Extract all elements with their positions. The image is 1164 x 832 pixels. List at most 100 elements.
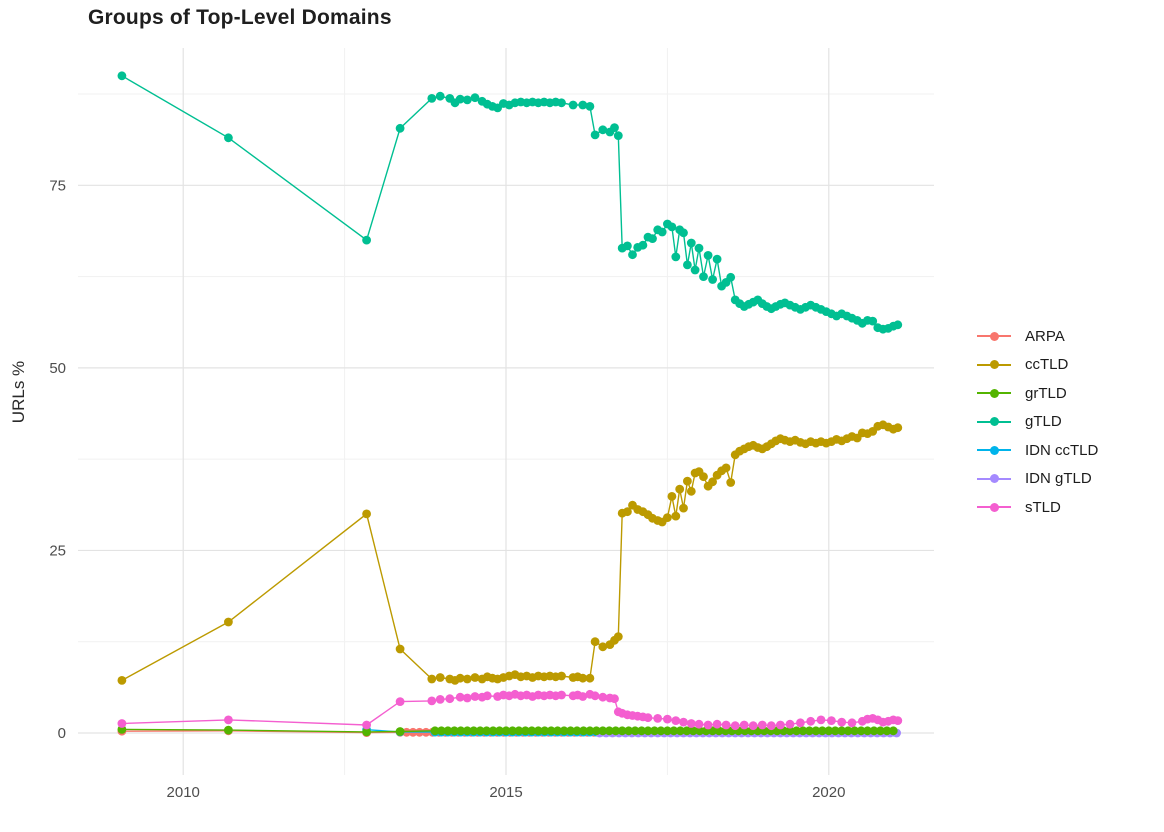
data-point-cctld (470, 673, 480, 682)
legend-item-idn-cctld: IDN ccTLD (977, 436, 1098, 465)
data-point-gtld (613, 131, 623, 141)
data-point-gtld (694, 243, 704, 253)
data-point-grtld (682, 726, 692, 736)
data-point-stld (557, 690, 566, 700)
data-point-grtld (792, 726, 801, 736)
data-point-cctld (683, 476, 692, 486)
data-point-grtld (856, 726, 866, 736)
data-point-stld (482, 691, 492, 701)
data-point-stld (721, 720, 731, 730)
data-point-cctld (623, 507, 632, 517)
legend-key-icon (977, 416, 1011, 428)
data-point-grtld (540, 726, 550, 736)
data-point-grtld (482, 726, 491, 736)
data-point-grtld (811, 726, 821, 736)
data-point-stld (757, 720, 767, 730)
data-point-cctld (699, 472, 708, 482)
data-point-stld (578, 692, 588, 701)
data-point-stld (445, 694, 455, 704)
data-point-stld (806, 716, 816, 726)
data-point-grtld (843, 726, 853, 736)
data-point-cctld (427, 674, 437, 684)
y-tick-label: 75 (49, 177, 66, 194)
data-point-stld (816, 715, 826, 725)
data-point-stld (653, 714, 663, 723)
data-point-cctld (462, 674, 472, 684)
data-point-gtld (557, 98, 566, 108)
data-point-grtld (469, 726, 479, 736)
data-point-grtld (611, 726, 621, 736)
data-point-stld (837, 717, 847, 727)
legend: ARPA ccTLD grTLD gTLD IDN ccTLD IDN gTLD sTLD (977, 322, 1098, 522)
data-point-grtld (533, 726, 543, 736)
data-point-grtld (876, 726, 885, 736)
data-point-stld (427, 696, 437, 706)
data-point-gtld (708, 275, 717, 284)
data-point-grtld (688, 726, 698, 736)
data-point-cctld (893, 423, 903, 433)
data-point-gtld (117, 71, 127, 81)
data-point-grtld (521, 726, 530, 736)
data-point-gtld (455, 94, 465, 104)
y-axis-title: URLs % (9, 360, 28, 424)
data-point-grtld (395, 727, 405, 736)
data-point-stld (748, 721, 758, 731)
data-point-grtld (430, 726, 440, 736)
data-point-stld (395, 697, 405, 706)
data-point-cctld (585, 673, 595, 683)
data-point-cctld (686, 486, 696, 496)
data-point-gtld (623, 241, 632, 251)
x-tick-label: 2015 (489, 784, 522, 801)
data-point-grtld (604, 726, 614, 736)
data-point-grtld (456, 726, 466, 736)
data-point-gtld (868, 316, 878, 326)
data-point-stld (847, 718, 857, 728)
y-tick-label: 25 (49, 542, 66, 559)
data-point-grtld (475, 726, 485, 736)
legend-key-icon (977, 359, 1011, 371)
data-point-gtld (699, 272, 708, 281)
data-point-stld (796, 718, 805, 728)
legend-item-cctld: ccTLD (977, 351, 1098, 380)
data-point-gtld (628, 250, 637, 260)
series-line-gtld (121, 75, 899, 330)
data-point-grtld (501, 726, 511, 736)
data-point-grtld (624, 726, 634, 736)
data-point-stld (671, 716, 681, 725)
data-point-grtld (669, 726, 679, 736)
data-point-gtld (395, 123, 405, 133)
data-point-grtld (714, 726, 724, 736)
legend-item-stld: sTLD (977, 493, 1098, 522)
data-point-gtld (224, 133, 233, 143)
data-point-gtld (648, 234, 657, 244)
legend-label: IDN gTLD (1025, 470, 1092, 488)
data-point-gtld (703, 251, 713, 260)
data-point-grtld (888, 726, 898, 736)
data-point-stld (827, 716, 836, 725)
data-point-cctld (675, 484, 685, 494)
data-point-grtld (675, 726, 685, 736)
data-point-cctld (671, 511, 681, 521)
data-point-stld (610, 694, 619, 704)
axis-tick-labels: 0 25 50 75 2010 2015 2020 (49, 177, 845, 801)
data-point-cctld (578, 673, 588, 683)
data-point-gtld (610, 123, 619, 132)
gridlines (78, 48, 934, 775)
data-point-grtld (362, 727, 371, 737)
data-point-grtld (224, 725, 233, 735)
data-point-grtld (869, 726, 879, 736)
data-point-grtld (592, 726, 601, 736)
legend-label: sTLD (1025, 498, 1061, 516)
data-point-stld (462, 693, 472, 703)
data-point-grtld (785, 726, 795, 736)
data-point-gtld (683, 260, 692, 270)
data-point-cctld (667, 492, 677, 501)
legend-item-idn-gtld: IDN gTLD (977, 465, 1098, 494)
data-point-stld (117, 719, 127, 728)
data-point-gtld (690, 265, 700, 275)
data-point-stld (679, 717, 688, 727)
data-point-grtld (863, 726, 872, 736)
data-point-grtld (553, 726, 562, 736)
data-point-stld (730, 721, 740, 731)
